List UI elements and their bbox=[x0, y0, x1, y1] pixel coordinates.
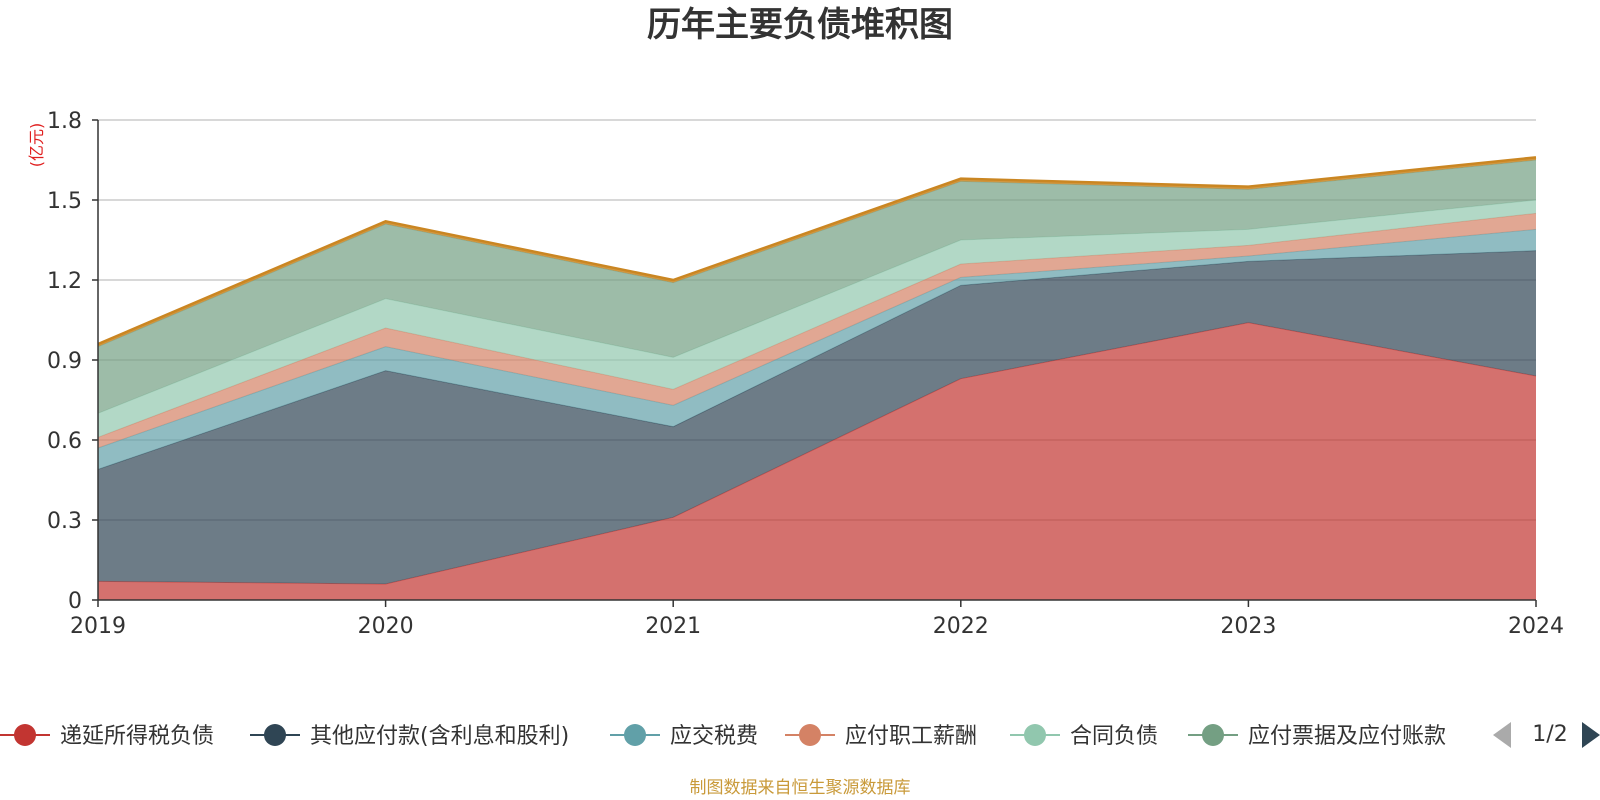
legend-item-4[interactable]: 合同负债 bbox=[1010, 724, 1158, 749]
legend-prev-icon[interactable] bbox=[1493, 722, 1511, 748]
area-series-5 bbox=[98, 160, 1536, 414]
area-series bbox=[97, 156, 1537, 600]
y-tick-label: 1.8 bbox=[47, 109, 82, 134]
legend-marker-icon bbox=[1202, 724, 1224, 746]
x-tick-label: 2021 bbox=[645, 614, 701, 639]
legend-label: 应付职工薪酬 bbox=[845, 724, 977, 749]
legend: 递延所得税负债 其他应付款(含利息和股利) 应交税费 应付职工薪酬 合同负债 应付票据及应… bbox=[0, 724, 1446, 749]
data-source-footer: 制图数据来自恒生聚源数据库 bbox=[690, 778, 911, 798]
legend-marker-icon bbox=[1024, 724, 1046, 746]
legend-item-5[interactable]: 应付票据及应付账款 bbox=[1188, 724, 1446, 749]
y-tick-label: 1.2 bbox=[47, 269, 82, 294]
y-tick-label: 0.6 bbox=[47, 429, 82, 454]
chart-title: 历年主要负债堆积图 bbox=[647, 5, 953, 45]
x-tick-label: 2024 bbox=[1508, 614, 1564, 639]
axes bbox=[92, 119, 1537, 607]
area-series-0 bbox=[98, 322, 1536, 600]
legend-marker-icon bbox=[624, 724, 646, 746]
y-axis-unit: (亿元) bbox=[27, 123, 46, 168]
area-series-3 bbox=[98, 213, 1536, 448]
y-tick-label: 0 bbox=[68, 589, 82, 614]
legend-marker-icon bbox=[14, 724, 36, 746]
legend-page-label: 1/2 bbox=[1532, 722, 1567, 747]
legend-label: 递延所得税负债 bbox=[60, 724, 214, 749]
area-series-4 bbox=[98, 200, 1536, 438]
legend-next-icon[interactable] bbox=[1582, 722, 1600, 748]
legend-label: 其他应付款(含利息和股利) bbox=[310, 724, 569, 749]
legend-marker-icon bbox=[799, 724, 821, 746]
x-tick-label: 2020 bbox=[358, 614, 414, 639]
legend-item-3[interactable]: 应付职工薪酬 bbox=[785, 724, 977, 749]
legend-label: 应付票据及应付账款 bbox=[1248, 724, 1446, 749]
x-tick-labels: 2019 2020 2021 2022 2023 2024 bbox=[70, 614, 1564, 639]
area-series-2 bbox=[98, 229, 1536, 470]
y-tick-label: 0.3 bbox=[47, 509, 82, 534]
legend-item-2[interactable]: 应交税费 bbox=[610, 724, 758, 749]
legend-label: 应交税费 bbox=[670, 724, 758, 749]
legend-label: 合同负债 bbox=[1070, 724, 1158, 749]
legend-marker-icon bbox=[264, 724, 286, 746]
y-tick-labels: 0 0.3 0.6 0.9 1.2 1.5 1.8 bbox=[47, 109, 82, 614]
x-tick-label: 2023 bbox=[1220, 614, 1276, 639]
y-tick-label: 1.5 bbox=[47, 189, 82, 214]
legend-item-1[interactable]: 其他应付款(含利息和股利) bbox=[250, 724, 569, 749]
series-line-6 bbox=[97, 156, 1537, 346]
y-tick-label: 0.9 bbox=[47, 349, 82, 374]
x-tick-label: 2019 bbox=[70, 614, 126, 639]
area-series-1 bbox=[98, 250, 1536, 584]
legend-item-0[interactable]: 递延所得税负债 bbox=[0, 724, 214, 749]
x-tick-label: 2022 bbox=[933, 614, 989, 639]
legend-pager: 1/2 bbox=[1493, 722, 1600, 748]
